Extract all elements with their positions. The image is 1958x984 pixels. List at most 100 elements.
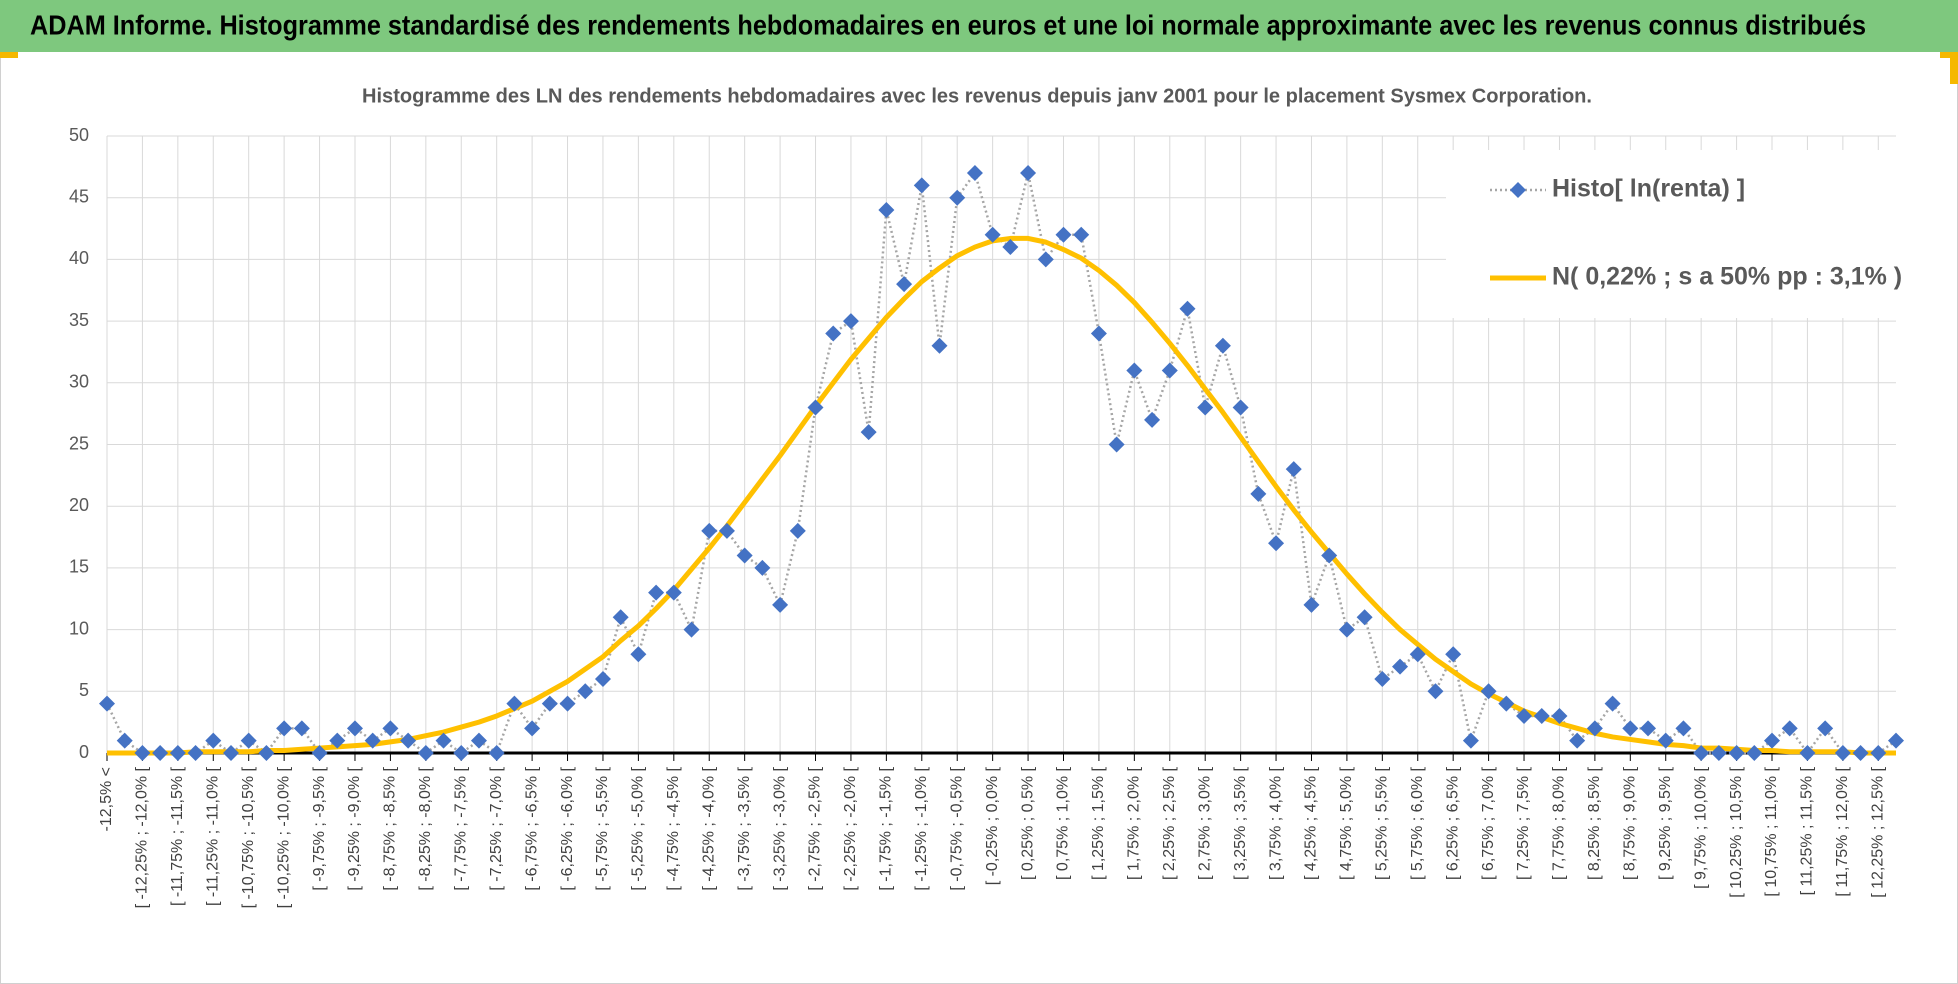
x-tick-label: [ -2,25% ; -2,0% [	[842, 766, 859, 890]
y-tick-label: 10	[69, 618, 89, 638]
data-point	[1657, 732, 1674, 749]
x-tick-label: [ 4,75% ; 5,0% [	[1338, 766, 1355, 880]
data-point	[913, 177, 930, 194]
x-tick-label: [ 2,75% ; 3,0% [	[1196, 766, 1213, 880]
data-point	[1161, 362, 1178, 379]
x-tick-label: [ 10,25% ; 10,5% [	[1728, 766, 1745, 897]
data-point	[1586, 720, 1603, 737]
x-tick-label: [ -7,25% ; -7,0% [	[488, 766, 505, 890]
x-tick-label: [ 7,25% ; 7,5% [	[1515, 766, 1532, 880]
data-point	[1569, 732, 1586, 749]
x-tick-label: [ 11,75% ; 12,0% [	[1834, 766, 1851, 896]
data-point	[842, 313, 859, 330]
data-point	[1516, 707, 1533, 724]
data-point	[1746, 745, 1763, 761]
x-tick-label: [ -10,25% ; -10,0% [	[275, 766, 292, 908]
data-point	[1055, 226, 1072, 243]
data-point	[1870, 745, 1887, 761]
data-point	[169, 745, 186, 761]
x-tick-label: [ 6,75% ; 7,0% [	[1480, 766, 1497, 880]
x-tick-label: [ 9,25% ; 9,5% [	[1657, 766, 1674, 880]
data-point	[949, 189, 966, 206]
y-tick-label: 5	[79, 680, 89, 700]
data-point	[1427, 683, 1444, 700]
data-point	[1002, 239, 1019, 256]
data-point	[1232, 399, 1249, 416]
data-point	[1693, 745, 1710, 761]
x-tick-label: [ -4,75% ; -4,5% [	[665, 766, 682, 890]
data-point	[1781, 720, 1798, 737]
data-point	[1817, 720, 1834, 737]
data-point	[293, 720, 310, 737]
data-point	[506, 695, 523, 712]
data-point	[896, 276, 913, 293]
x-tick-label: [ 3,75% ; 4,0% [	[1267, 766, 1284, 880]
x-tick-label: [ -6,75% ; -6,5% [	[523, 766, 540, 890]
data-point	[1197, 399, 1214, 416]
data-point	[984, 226, 1001, 243]
data-point	[648, 584, 665, 601]
data-point	[1374, 670, 1391, 687]
data-point	[754, 559, 771, 576]
x-tick-label: [ -11,25% ; -11,0% [	[204, 766, 221, 906]
data-point	[594, 670, 611, 687]
data-point	[1020, 165, 1037, 182]
x-tick-label: [ -1,75% ; -1,5% [	[878, 766, 895, 890]
data-point	[1356, 609, 1373, 626]
data-point	[1073, 226, 1090, 243]
data-point	[612, 609, 629, 626]
data-point	[205, 732, 222, 749]
x-tick-label: [ -3,25% ; -3,0% [	[771, 766, 788, 890]
x-tick-label: [ -6,25% ; -6,0% [	[559, 766, 576, 890]
data-point	[364, 732, 381, 749]
x-tick-label: [ -9,75% ; -9,5% [	[311, 766, 328, 890]
data-point	[152, 745, 169, 761]
chart-title: Histogramme des LN des rendements hebdom…	[362, 85, 1592, 107]
legend-box	[1446, 150, 1896, 318]
header-bar	[0, 0, 1958, 52]
corner	[1950, 58, 1958, 84]
x-tick-label: [ 0,25% ; 0,5% [	[1019, 766, 1036, 880]
data-point	[187, 745, 204, 761]
data-point	[470, 732, 487, 749]
data-point	[1108, 436, 1125, 453]
data-point	[541, 695, 558, 712]
y-tick-label: 35	[69, 310, 89, 330]
data-point	[789, 522, 806, 539]
corner	[0, 52, 18, 58]
data-point	[1285, 461, 1302, 478]
y-tick-label: 25	[69, 433, 89, 453]
data-point	[701, 522, 718, 539]
data-point	[1675, 720, 1692, 737]
x-tick-label: [ -9,25% ; -9,0% [	[346, 766, 363, 890]
data-point	[878, 202, 895, 219]
x-tick-label: [ -8,25% ; -8,0% [	[417, 766, 434, 890]
x-tick-label: [ 9,75% ; 10,0% [	[1692, 766, 1709, 888]
data-point	[1268, 535, 1285, 552]
data-point	[1640, 720, 1657, 737]
data-point	[966, 165, 983, 182]
data-point	[99, 695, 115, 712]
y-tick-label: 45	[69, 186, 89, 206]
x-tick-label: [ 1,75% ; 2,0% [	[1126, 766, 1143, 880]
x-tick-label: [ -5,25% ; -5,0% [	[630, 766, 647, 890]
data-point	[772, 596, 789, 613]
data-point	[222, 745, 239, 761]
data-point	[1445, 646, 1462, 663]
data-point	[559, 695, 576, 712]
x-tick-label: [ -12,25% ; -12,0% [	[134, 766, 151, 908]
data-point	[1799, 745, 1816, 761]
x-tick-label: [ 5,75% ; 6,0% [	[1409, 766, 1426, 880]
data-point	[577, 683, 594, 700]
data-point	[665, 584, 682, 601]
y-tick-label: 0	[79, 742, 89, 762]
data-point	[807, 399, 824, 416]
legend-marker	[1510, 182, 1526, 198]
y-tick-label: 50	[69, 125, 89, 145]
x-tick-label: [ 7,75% ; 8,0% [	[1551, 766, 1568, 880]
data-point	[435, 732, 452, 749]
y-tick-label: 15	[69, 557, 89, 577]
x-tick-label: [ 1,25% ; 1,5% [	[1090, 766, 1107, 880]
data-point	[382, 720, 399, 737]
